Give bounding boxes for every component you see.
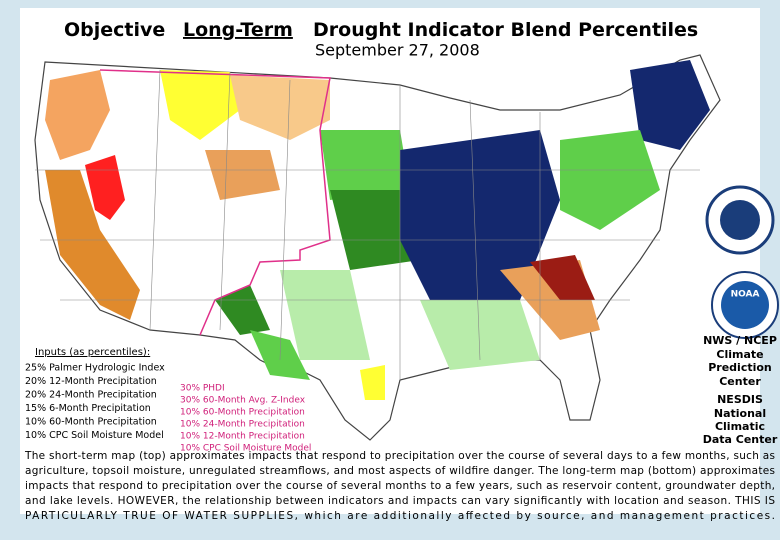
title-emphasis: Long-Term bbox=[183, 19, 293, 41]
inputs-heading: Inputs (as percentiles): bbox=[35, 347, 150, 358]
noaa-label: NOAA bbox=[731, 290, 760, 300]
logos: NOAA bbox=[705, 185, 779, 339]
input-item: 20% 12-Month Precipitation bbox=[25, 376, 157, 387]
commerce-seal-center bbox=[720, 200, 760, 240]
agency-line: National bbox=[714, 407, 766, 420]
map bbox=[34, 54, 721, 441]
title-prefix: Objective bbox=[64, 19, 165, 41]
west-input-item: 30% 60-Month Avg. Z-Index bbox=[180, 396, 306, 406]
west-input-item: 30% PHDI bbox=[180, 384, 225, 394]
input-item: 10% CPC Soil Moisture Model bbox=[25, 430, 164, 441]
description-line: and lake levels. HOWEVER, the relationsh… bbox=[25, 495, 775, 507]
description-line: The short-term map (top) approximates im… bbox=[24, 450, 775, 462]
agency-line: Climatic bbox=[715, 420, 765, 433]
agency-line: Data Center bbox=[703, 433, 778, 446]
input-item: 15% 6-Month Precipitation bbox=[25, 403, 151, 414]
input-item: 10% 60-Month Precipitation bbox=[25, 417, 157, 428]
agency-line: NESDIS bbox=[717, 393, 763, 406]
date: September 27, 2008 bbox=[315, 41, 480, 60]
agency-line: Prediction bbox=[708, 361, 772, 374]
west-input-item: 10% 60-Month Precipitation bbox=[180, 408, 305, 418]
west-input-item: 10% 24-Month Precipitation bbox=[180, 420, 305, 430]
noaa-seal-center bbox=[721, 281, 769, 329]
description-line: impacts that respond to precipitation ov… bbox=[25, 480, 775, 492]
description-line: agriculture, topsoil moisture, unregulat… bbox=[25, 465, 775, 477]
input-item: 20% 24-Month Precipitation bbox=[25, 390, 157, 401]
agency-line: Climate bbox=[716, 348, 763, 361]
west-input-item: 10% CPC Soil Moisture Model bbox=[180, 444, 311, 454]
title: Objective Long-Term Drought Indicator Blen… bbox=[64, 19, 698, 41]
agency-line: NWS / NCEP bbox=[703, 334, 777, 347]
description-line: PARTICULARLY TRUE OF WATER SUPPLIES, whi… bbox=[25, 510, 775, 522]
input-item: 25% Palmer Hydrologic Index bbox=[25, 363, 165, 374]
title-rest: Drought Indicator Blend Percentiles bbox=[313, 19, 698, 41]
west-input-item: 10% 12-Month Precipitation bbox=[180, 432, 305, 442]
agency-line: Center bbox=[719, 375, 761, 388]
